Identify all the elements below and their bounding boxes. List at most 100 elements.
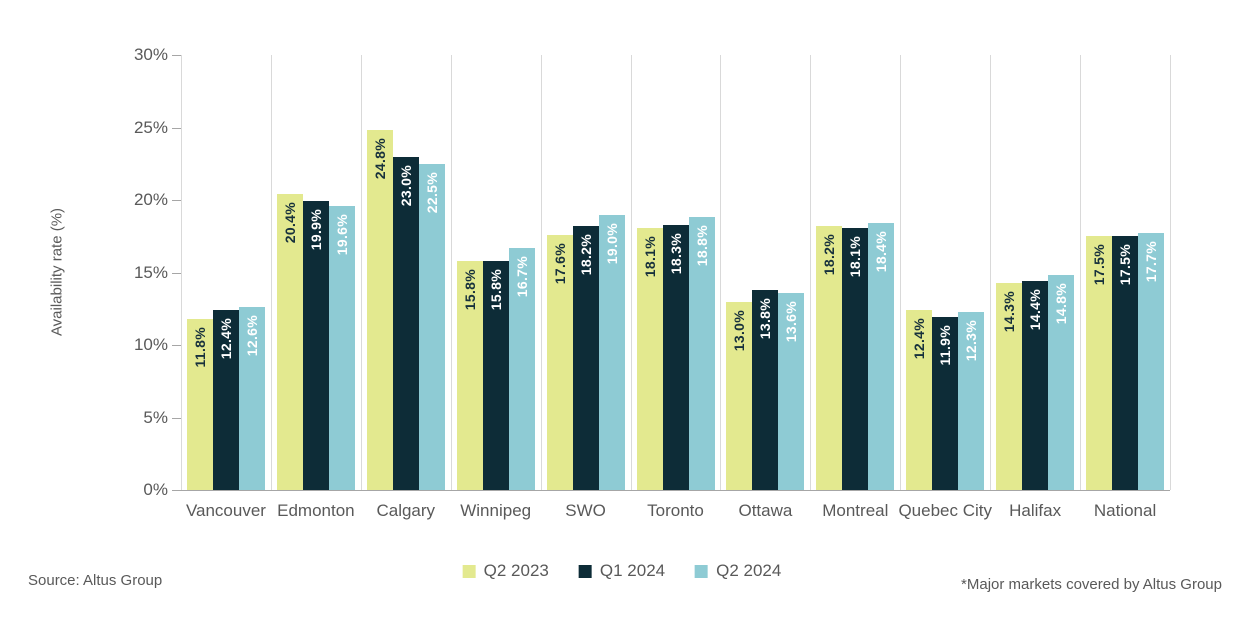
bar: 15.8% <box>482 260 509 490</box>
bar: 18.2% <box>816 226 843 490</box>
legend-item: Q1 2024 <box>578 561 666 581</box>
bar-value-label: 15.8% <box>487 268 504 311</box>
bar: 16.7% <box>508 247 535 490</box>
y-tick-mark <box>172 200 181 201</box>
bar-value-label: 19.0% <box>603 222 620 264</box>
legend-swatch <box>462 564 476 578</box>
bar-value-label: 17.5% <box>1091 244 1108 286</box>
bar-value-label: 11.8% <box>191 326 208 368</box>
bar-value-label: 24.8% <box>371 138 388 180</box>
bar: 17.5% <box>1086 236 1113 490</box>
legend-swatch <box>695 564 709 578</box>
bar-value-label: 18.3% <box>667 232 684 274</box>
legend: Q2 2023 Q1 2024 Q2 2024 <box>462 561 782 581</box>
bar: 11.9% <box>932 317 959 490</box>
legend-label: Q2 2024 <box>716 561 782 580</box>
bar-value-label: 18.2% <box>821 234 838 276</box>
bar: 18.3% <box>662 224 689 490</box>
bar: 18.1% <box>842 227 869 490</box>
bar-value-label: 18.1% <box>847 235 864 277</box>
grid-line <box>810 55 812 490</box>
category-label: Halifax <box>1009 501 1062 520</box>
bar-value-label: 12.4% <box>217 318 234 360</box>
y-tick-mark <box>172 55 181 56</box>
coverage-footnote: *Major markets covered by Altus Group <box>961 576 1222 593</box>
y-tick-label: 25% <box>133 117 168 137</box>
bar: 19.9% <box>302 201 329 490</box>
bar-value-label: 16.7% <box>513 255 530 298</box>
category-label: Vancouver <box>185 501 266 520</box>
legend-label: Q2 2023 <box>483 561 549 580</box>
y-tick-mark <box>172 272 181 274</box>
bar-value-label: 18.1% <box>641 235 658 277</box>
y-tick-mark <box>172 345 181 346</box>
bar: 13.0% <box>726 301 753 490</box>
legend-swatch <box>578 564 592 578</box>
grid-line <box>1080 55 1082 490</box>
y-tick-label: 10% <box>133 335 168 354</box>
x-axis-baseline <box>172 490 1170 491</box>
bar-value-label: 13.8% <box>757 297 774 340</box>
bar: 24.8% <box>366 130 393 490</box>
y-tick-mark <box>172 127 181 129</box>
bar: 14.8% <box>1048 275 1075 490</box>
bar-value-label: 12.6% <box>243 315 260 357</box>
bar-value-label: 14.4% <box>1027 289 1044 331</box>
bar: 13.8% <box>752 289 779 490</box>
legend-item: Q2 2023 <box>462 561 549 581</box>
bar-value-label: 19.6% <box>333 213 350 255</box>
grid-line <box>450 55 452 490</box>
bar: 12.6% <box>238 307 265 490</box>
category-label: Edmonton <box>277 501 355 520</box>
bar-value-label: 18.4% <box>873 231 890 273</box>
bar: 17.5% <box>1112 236 1139 490</box>
grid-line <box>181 55 182 490</box>
bar-value-label: 23.0% <box>397 164 414 206</box>
bar-value-label: 12.3% <box>963 319 980 361</box>
bar: 17.7% <box>1138 233 1165 490</box>
bar: 11.8% <box>186 318 213 490</box>
bar: 23.0% <box>392 156 419 490</box>
bar-value-label: 22.5% <box>423 171 440 213</box>
bar-value-label: 13.0% <box>731 309 748 351</box>
bar-value-label: 12.4% <box>911 318 928 360</box>
bar-value-label: 18.2% <box>577 234 594 276</box>
category-label: Ottawa <box>738 501 793 520</box>
bar: 17.6% <box>546 234 573 490</box>
category-label: National <box>1093 501 1157 520</box>
bar: 12.4% <box>906 310 933 490</box>
bar-value-label: 14.3% <box>1001 290 1018 332</box>
bar: 20.4% <box>276 194 303 490</box>
grid-line <box>360 55 362 490</box>
bar-value-label: 19.9% <box>307 209 324 251</box>
bar-value-label: 13.6% <box>783 300 800 342</box>
bar-value-label: 11.9% <box>937 325 954 366</box>
bar-value-label: 18.8% <box>693 225 710 267</box>
category-label: SWO <box>565 501 606 520</box>
bar: 18.8% <box>688 217 715 490</box>
grid-line <box>720 55 722 490</box>
bar: 22.5% <box>418 163 445 490</box>
bar: 18.4% <box>868 223 895 490</box>
bar-value-label: 17.7% <box>1143 241 1160 283</box>
grid-line <box>540 55 542 490</box>
bar: 13.6% <box>778 292 805 490</box>
y-tick-mark <box>172 417 181 419</box>
bar: 14.3% <box>996 282 1023 490</box>
bar: 12.4% <box>212 310 239 490</box>
bar: 19.0% <box>598 214 625 490</box>
category-label: Winnipeg <box>460 501 532 520</box>
bar: 15.8% <box>456 260 483 490</box>
bar: 18.1% <box>636 227 663 490</box>
category-label: Quebec City <box>898 501 992 520</box>
category-label: Calgary <box>376 501 436 520</box>
bar: 14.4% <box>1022 281 1049 490</box>
grid-line <box>270 55 272 490</box>
category-label: Montreal <box>822 501 889 520</box>
y-tick-label: 15% <box>133 262 168 282</box>
bar-value-label: 20.4% <box>281 202 298 244</box>
grid-line <box>990 55 992 490</box>
grid-line <box>900 55 902 490</box>
legend-label: Q1 2024 <box>599 561 666 580</box>
